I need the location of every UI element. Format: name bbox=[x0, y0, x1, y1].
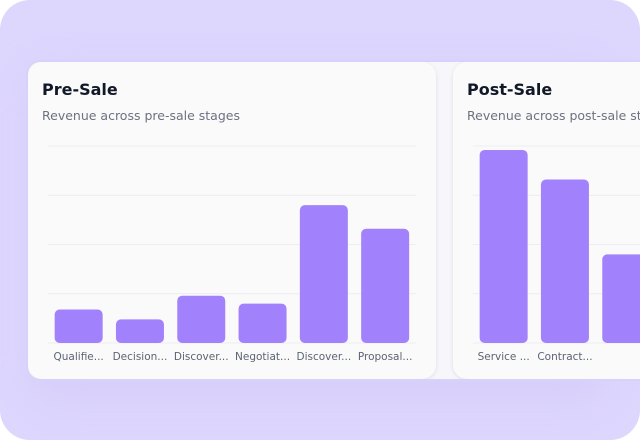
card-title: Post-Sale bbox=[467, 80, 553, 99]
x-tick-label: Discover... bbox=[174, 351, 229, 363]
pre-sale-bar-chart: Qualifie... Decision... Discover... Negotia… bbox=[48, 145, 416, 363]
post-sale-bar-chart: Service ... Contract... bbox=[473, 145, 640, 363]
x-tick-label: Service ... bbox=[478, 351, 530, 363]
card-subtitle: Revenue across post-sale stages bbox=[467, 108, 640, 123]
bar[interactable] bbox=[299, 205, 348, 343]
card-subtitle: Revenue across pre-sale stages bbox=[42, 108, 240, 123]
post-sale-card: Post-Sale Revenue across post-sale stage… bbox=[453, 62, 640, 379]
bar[interactable] bbox=[115, 319, 164, 343]
bar[interactable] bbox=[540, 179, 589, 343]
x-tick-label: Decision... bbox=[113, 351, 168, 363]
x-tick-label: Proposal... bbox=[358, 351, 413, 363]
x-tick-label: Qualifie... bbox=[54, 351, 104, 363]
x-tick-label: Discover... bbox=[296, 351, 351, 363]
bar[interactable] bbox=[361, 228, 410, 343]
x-tick-label: Negotiat... bbox=[235, 351, 290, 363]
bar[interactable] bbox=[177, 295, 226, 343]
card-title: Pre-Sale bbox=[42, 80, 118, 99]
x-tick-label: Contract... bbox=[537, 351, 592, 363]
dashboard-frame: Pre-Sale Revenue across pre-sale stages … bbox=[26, 60, 640, 381]
bar[interactable] bbox=[54, 309, 103, 343]
bar[interactable] bbox=[602, 254, 640, 343]
bar[interactable] bbox=[238, 303, 287, 343]
bar[interactable] bbox=[479, 149, 528, 343]
pre-sale-card: Pre-Sale Revenue across pre-sale stages … bbox=[28, 62, 436, 379]
